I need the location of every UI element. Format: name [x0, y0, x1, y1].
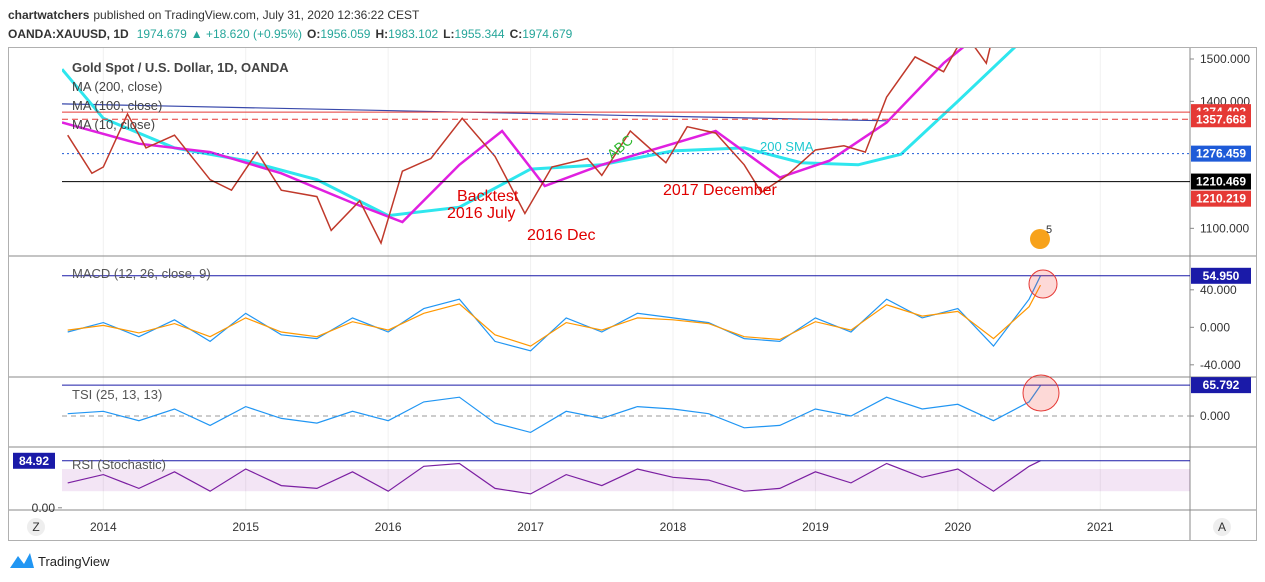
x-tick-label: 2016: [375, 520, 402, 534]
level-label-box: [1191, 111, 1251, 128]
legend-entry: MA (10, close): [72, 117, 155, 132]
ohlc-value: 1983.102: [388, 27, 438, 41]
x-tick-label: 2020: [944, 520, 971, 534]
level-label-box: [1191, 190, 1251, 207]
series-line: [67, 275, 1042, 352]
highlight-circle: [1022, 374, 1060, 412]
ohlc-value: 1956.059: [320, 27, 370, 41]
x-tick-label: 2014: [90, 520, 117, 534]
pane-title: TSI (25, 13, 13): [72, 387, 162, 402]
y-tick-label: 40.000: [1200, 283, 1237, 297]
x-tick-label: 2018: [660, 520, 687, 534]
change: ▲ +18.620 (+0.95%): [191, 27, 302, 41]
last: 1974.679: [137, 27, 187, 41]
level-label: 1276.459: [1196, 147, 1246, 161]
button[interactable]: [27, 518, 45, 536]
annotation: 2017 December: [663, 182, 778, 199]
series-line: [67, 48, 991, 246]
y-tick-label: 0.00: [32, 501, 56, 515]
header-line-1: chartwatchers published on TradingView.co…: [8, 8, 420, 22]
button[interactable]: [1213, 518, 1231, 536]
ohlc-key: L:: [443, 27, 454, 41]
chart-title: Gold Spot / U.S. Dollar, 1D, OANDA: [72, 60, 289, 75]
y-tick-label: 0.000: [1200, 409, 1230, 423]
header-line-2: OANDA:XAUUSD, 1D 1974.679 ▲ +18.620 (+0.95…: [8, 27, 573, 41]
pane-title: MACD (12, 26, close, 9): [72, 266, 211, 281]
publisher: chartwatchers: [8, 8, 90, 22]
level-label: 1210.469: [1196, 175, 1246, 189]
published: published on TradingView.com, July 31, 2…: [93, 8, 420, 22]
pane-title: RSI (Stochastic): [72, 457, 166, 472]
x-tick-label: 2019: [802, 520, 829, 534]
pane: [62, 275, 1190, 352]
series-line: [67, 284, 1042, 347]
annotation: 2016 July: [447, 205, 516, 222]
ohlc-value: 1974.679: [522, 27, 572, 41]
pane: [62, 384, 1190, 434]
ohlc-key: C:: [510, 27, 523, 41]
y-tick-label: 0.000: [1200, 320, 1230, 334]
chart-frame: [8, 47, 1257, 541]
highlight-circle: [1028, 269, 1058, 299]
badge-count: 5: [1046, 224, 1052, 236]
y-tick-label: 1100.000: [1200, 221, 1249, 235]
level-label: 1210.219: [1196, 192, 1246, 206]
ohlc-value: 1955.344: [455, 27, 505, 41]
level-label-box: [1191, 377, 1251, 394]
series-line: [62, 48, 1017, 218]
brand-logo: [10, 553, 34, 568]
y-tick-label: -40.000: [1200, 358, 1241, 372]
y-tick-label: 1500.000: [1200, 52, 1250, 66]
ohlc-key: H:: [375, 27, 388, 41]
x-tick-label: 2015: [232, 520, 259, 534]
button-label: Z: [32, 520, 39, 534]
level-label: 54.950: [1203, 269, 1240, 283]
badge-icon[interactable]: [1030, 229, 1050, 249]
level-label-box: [1191, 173, 1251, 190]
x-tick-label: 2017: [517, 520, 544, 534]
legend-entry: MA (100, close): [72, 98, 162, 113]
button-label: A: [1218, 520, 1226, 534]
ohlc-key: O:: [307, 27, 320, 41]
annotations: Backtest 2016 July 2016 Dec 2017 Decembe…: [447, 132, 1060, 412]
legend-entry: MA (200, close): [72, 79, 162, 94]
brand: TradingView: [38, 554, 110, 569]
series-line: [67, 385, 1041, 434]
level-label: 84.92: [19, 454, 49, 468]
annotation: 200 SMA: [760, 139, 814, 154]
series-line: [67, 460, 1041, 495]
level-label-box: [1191, 145, 1251, 162]
level-label: 65.792: [1203, 378, 1240, 392]
x-tick-label: 2021: [1087, 520, 1114, 534]
symbol: OANDA:XAUUSD, 1D: [8, 27, 129, 41]
level-label: 1357.668: [1196, 112, 1246, 126]
level-label-box: [1191, 267, 1251, 284]
band: [62, 469, 1190, 492]
pane: [62, 460, 1190, 495]
level-label-box: [13, 452, 55, 469]
annotation: 2016 Dec: [527, 227, 596, 244]
annotation: Backtest: [457, 188, 519, 205]
pane: [62, 48, 1190, 246]
chart-layer: 2014 2015 2016 2017 2018 2019 2020 2021 1500.000…: [9, 48, 1256, 540]
